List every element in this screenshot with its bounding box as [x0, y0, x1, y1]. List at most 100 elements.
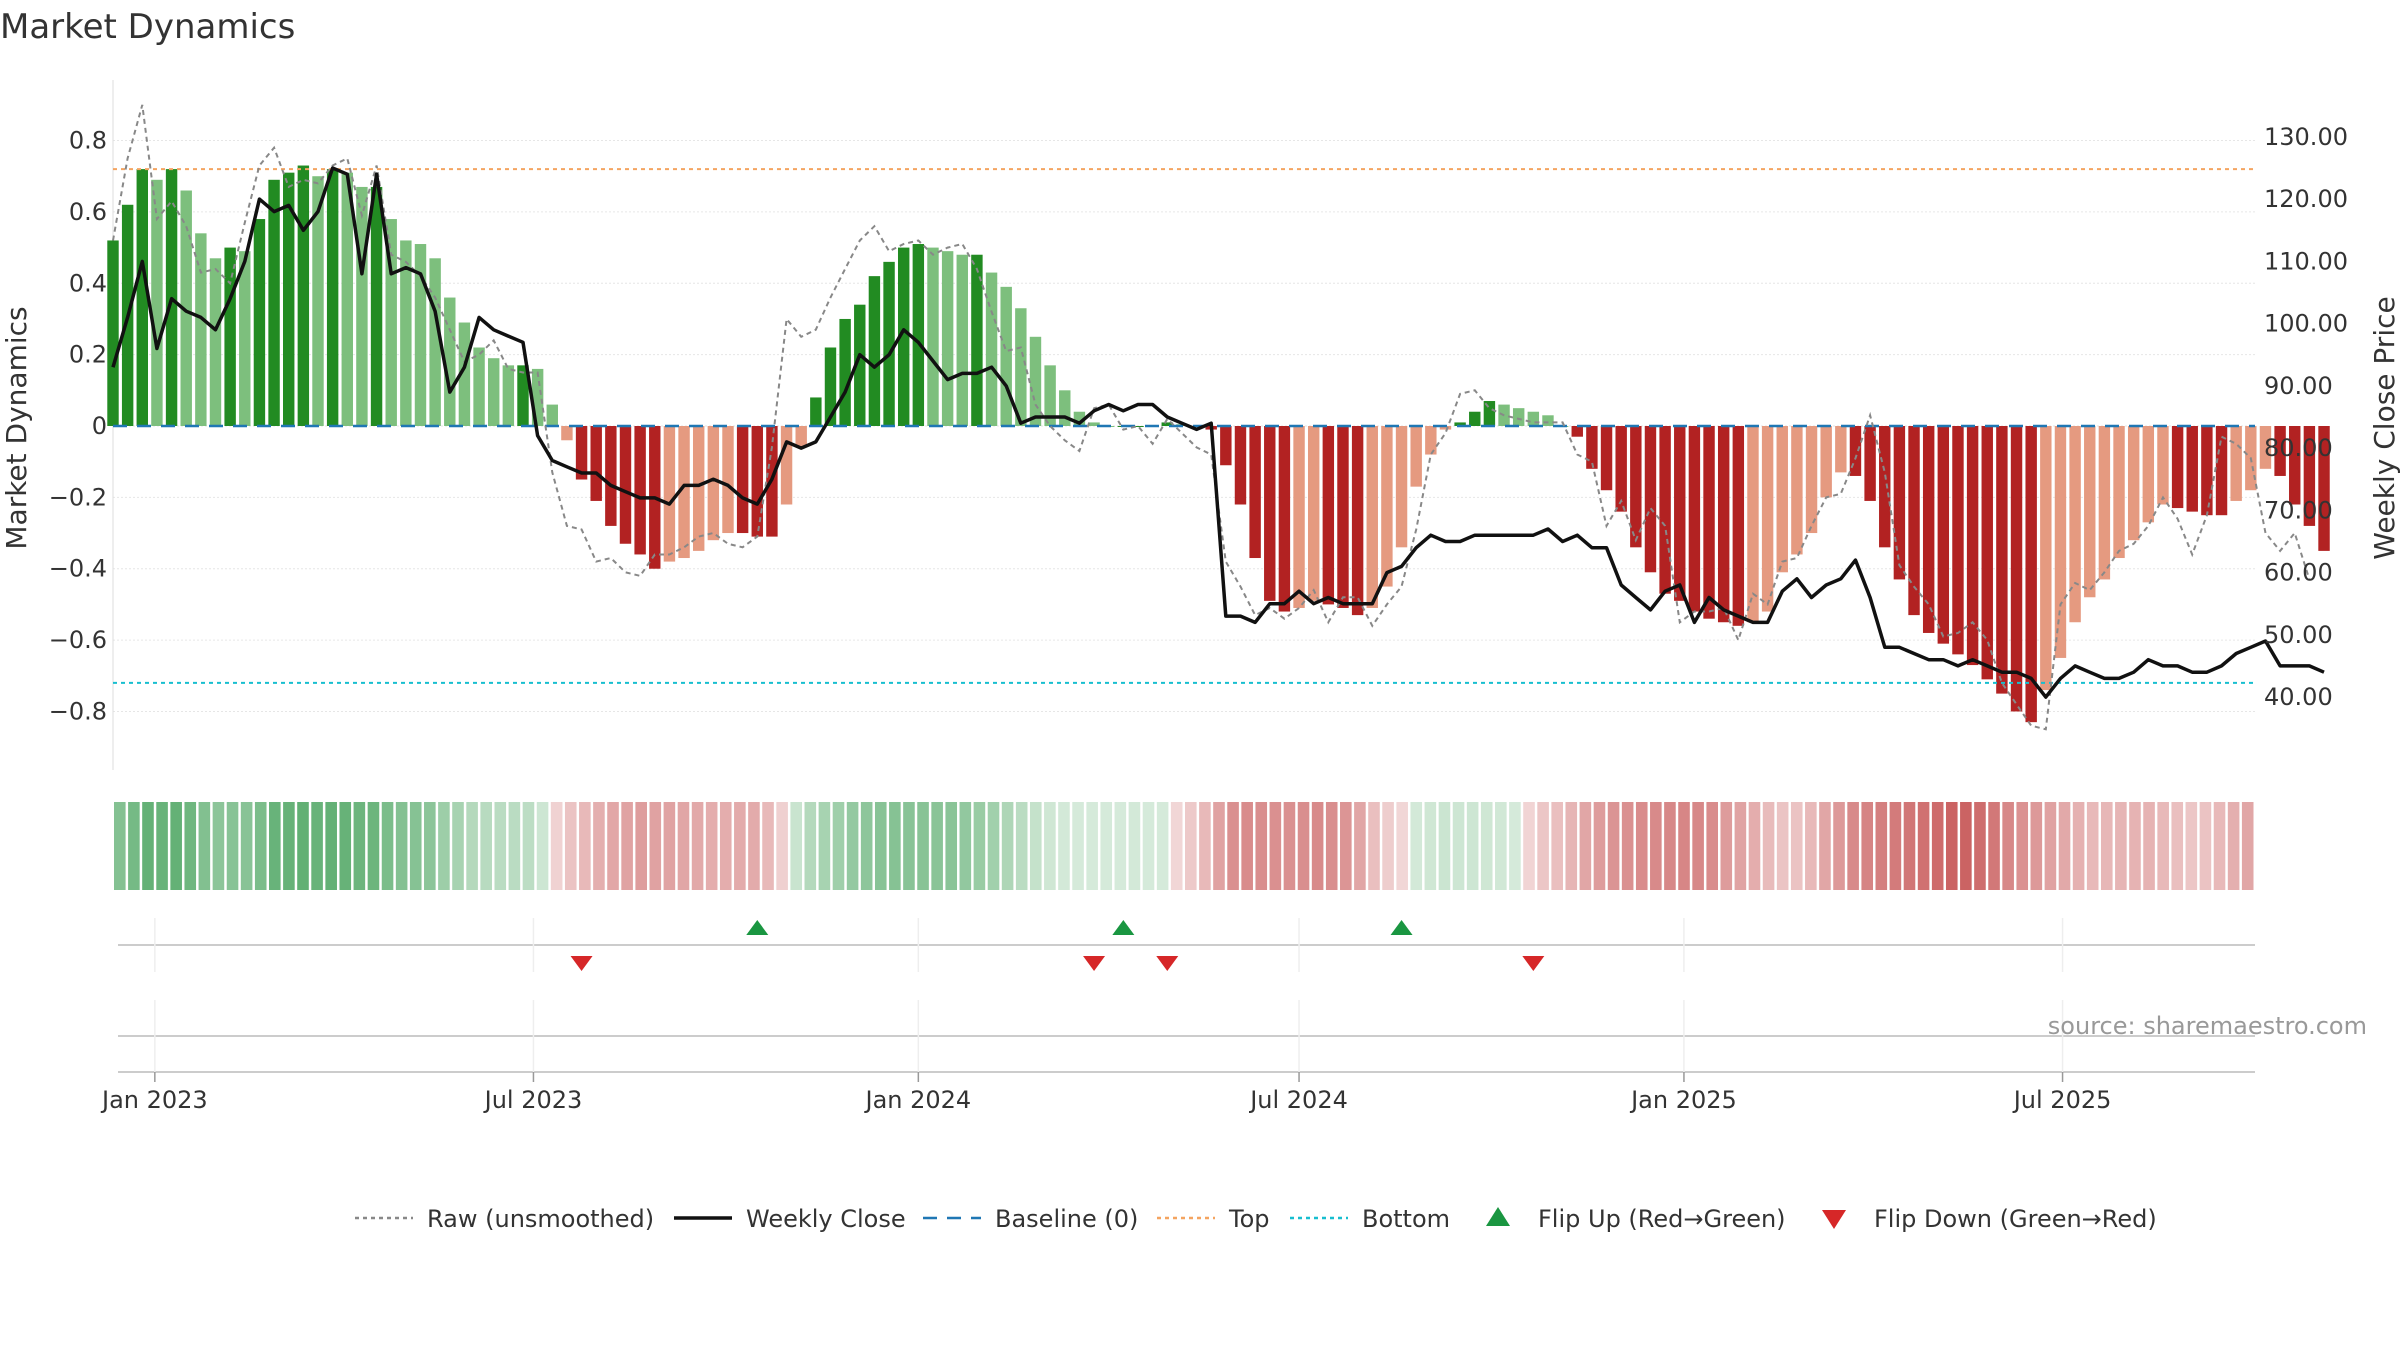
regime-cell	[649, 802, 662, 890]
regime-cell	[1480, 802, 1493, 890]
bar	[312, 176, 324, 426]
bar	[1776, 426, 1788, 573]
bar	[1615, 426, 1627, 512]
regime-cell	[1495, 802, 1507, 890]
legend-swatch	[1486, 1207, 1510, 1226]
regime-cell	[1790, 802, 1803, 890]
bar	[1732, 426, 1745, 626]
bar	[1761, 426, 1774, 612]
bar	[839, 318, 851, 426]
regime-cell	[593, 802, 605, 890]
bar	[590, 426, 602, 501]
regime-cell	[2157, 802, 2169, 890]
regime-cell	[170, 802, 182, 890]
regime-cell	[1283, 802, 1296, 890]
bar	[2010, 426, 2023, 712]
regime-cell	[1368, 802, 1380, 890]
regime-cell	[536, 802, 549, 890]
legend-marker-up	[1486, 1207, 1510, 1226]
flip-panel	[118, 918, 2255, 972]
regime-cell	[367, 802, 380, 890]
bar	[927, 247, 939, 426]
bar	[2142, 426, 2155, 523]
bar	[2025, 426, 2037, 723]
regime-cell	[325, 802, 337, 890]
regime-cell	[2143, 802, 2155, 890]
regime-cell	[381, 802, 394, 890]
bar	[385, 219, 397, 426]
left-tick-label: −0.2	[49, 483, 107, 511]
regime-cell	[1100, 802, 1113, 890]
bar	[1425, 426, 1437, 455]
bar	[2084, 426, 2096, 598]
regime-cell	[2171, 802, 2184, 890]
regime-cell	[917, 802, 929, 890]
regime-cell	[1551, 802, 1563, 890]
regime-cell	[959, 802, 972, 890]
bar	[1849, 426, 1862, 476]
regime-cell	[1269, 802, 1282, 890]
bar	[1337, 426, 1349, 608]
regime-cell	[156, 802, 168, 890]
bar	[883, 261, 895, 426]
regime-cell	[2129, 802, 2141, 890]
left-tick-label: −0.8	[49, 697, 107, 725]
bar	[1981, 426, 1993, 680]
regime-cell	[212, 802, 225, 890]
bar	[1805, 426, 1818, 534]
bar	[2171, 426, 2184, 509]
legend-label: Flip Down (Green→Red)	[1874, 1205, 2157, 1233]
regime-cell	[719, 802, 732, 890]
bar	[2186, 426, 2198, 512]
regime-cell	[1325, 802, 1338, 890]
bar	[1512, 408, 1525, 426]
bar	[473, 347, 485, 426]
bar	[971, 254, 983, 426]
bar	[1717, 426, 1730, 623]
bar	[2054, 426, 2067, 658]
regime-cell	[452, 802, 464, 890]
bar	[1879, 426, 1891, 548]
regime-cell	[1706, 802, 1718, 890]
bar	[326, 169, 339, 426]
regime-cell	[1734, 802, 1747, 890]
legend-swatch	[1822, 1210, 1846, 1229]
source-attribution: source: sharemaestro.com	[2048, 1012, 2367, 1040]
bar	[1264, 426, 1276, 601]
bar	[151, 179, 163, 426]
bar	[370, 186, 383, 426]
bar	[2215, 426, 2228, 516]
right-tick-label: 100.00	[2264, 310, 2348, 338]
left-axis-ticks: 0.8 0.6 0.4 0.2 0 −0.2 −0.4 −0.6 −0.8	[49, 127, 107, 726]
regime-cell	[395, 802, 408, 890]
bar	[546, 404, 558, 426]
bar	[634, 426, 646, 555]
weekly-close-line	[111, 166, 2325, 699]
bar	[561, 426, 573, 441]
regime-cell	[987, 802, 1000, 890]
bar	[1410, 426, 1422, 487]
left-tick-label: −0.4	[49, 555, 107, 583]
legend-label: Raw (unsmoothed)	[427, 1205, 654, 1233]
left-axis-label: Market Dynamics	[0, 306, 33, 549]
date-tick-label: Jan 2025	[1629, 1086, 1737, 1114]
bar	[1571, 426, 1583, 437]
regime-cell	[254, 802, 267, 890]
bar	[2040, 426, 2052, 691]
regime-cell	[2227, 802, 2240, 890]
regime-cell	[1974, 802, 1986, 890]
regime-cell	[1635, 802, 1648, 890]
bar	[1542, 415, 1554, 426]
regime-cell	[1170, 802, 1183, 890]
bar	[1220, 426, 1232, 466]
regime-cell	[226, 802, 239, 890]
bar	[444, 297, 456, 426]
bar	[1966, 426, 1979, 666]
regime-cell	[2002, 802, 2014, 890]
bar	[1249, 426, 1261, 559]
regime-cell	[1917, 802, 1930, 890]
regime-cell	[1438, 802, 1451, 890]
regime-cell	[142, 802, 154, 890]
regime-cell	[564, 802, 577, 890]
regime-cell	[2016, 802, 2029, 890]
